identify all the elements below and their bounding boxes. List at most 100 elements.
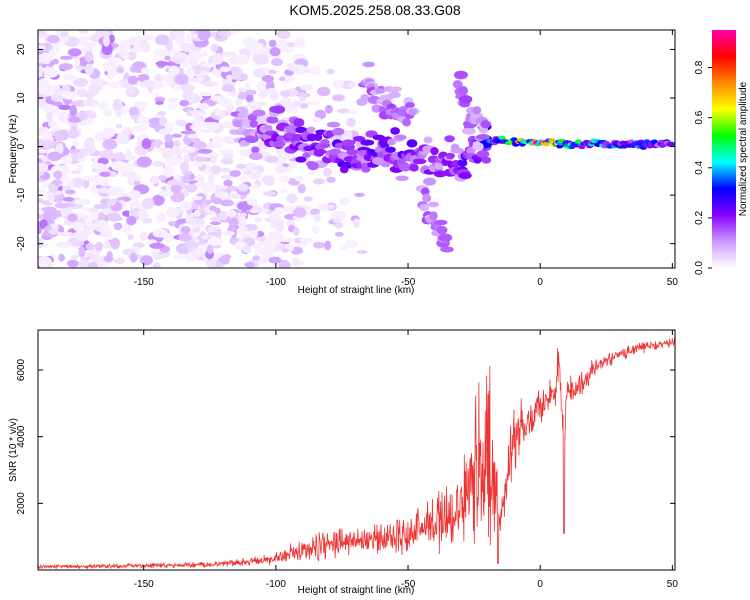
spectrogram-cell-781 <box>85 242 95 251</box>
spectrogram-cell-716 <box>94 241 104 251</box>
spectrogram-cell-1092 <box>239 233 251 238</box>
spectrogram-cell-833 <box>207 231 218 237</box>
spectrogram-cell-666 <box>73 58 81 67</box>
spectrogram-cell-1103 <box>185 241 200 250</box>
spectrogram-cell-882 <box>58 231 74 237</box>
spectrogram-cell-1008 <box>311 226 320 234</box>
spectrogram-cell-897 <box>174 30 185 38</box>
spectrogram-cell-895 <box>278 38 287 48</box>
spectrogram-cell-1299 <box>427 155 438 164</box>
spectrogram-cell-1015 <box>332 218 341 224</box>
spectrogram-cell-815 <box>165 207 180 219</box>
spectrogram-cell-1260 <box>387 138 396 146</box>
spectrogram-cell-775 <box>62 35 69 44</box>
spectrogram-x-tick-label-4: 50 <box>667 277 679 288</box>
spectrogram-cell-503 <box>152 161 165 167</box>
spectrogram-cell-678 <box>286 62 299 72</box>
spectrogram-y-tick-label-2: 0 <box>16 143 27 149</box>
spectrogram-cell-1032 <box>314 109 327 120</box>
spectrogram-cell-560 <box>94 131 104 142</box>
spectrogram-cell-140 <box>152 194 165 206</box>
spectrogram-cell-17 <box>267 69 278 75</box>
spectrogram-cell-720 <box>38 162 48 173</box>
spectrogram-cell-863 <box>175 35 186 46</box>
spectrogram-cell-803 <box>41 206 57 213</box>
spectrogram-cell-796 <box>154 147 169 153</box>
spectrogram-cell-1261 <box>385 146 396 153</box>
spectrogram-cell-1274 <box>399 163 412 172</box>
spectrogram-cell-1244 <box>367 148 376 155</box>
spectrogram-cell-705 <box>131 197 139 205</box>
spectrogram-cell-337 <box>71 139 79 146</box>
spectrogram-cell-1593 <box>422 193 432 203</box>
spectrogram-cell-577 <box>136 209 149 221</box>
spectrogram-cell-1533 <box>374 88 386 94</box>
spectrogram-cell-1029 <box>274 206 285 212</box>
spectrogram-cell-517 <box>162 165 174 178</box>
spectrogram-cell-987 <box>190 109 204 119</box>
snr-x-tick-label-1: -100 <box>266 579 286 590</box>
spectrogram-cell-887 <box>223 179 233 187</box>
spectrogram-cell-881 <box>121 128 131 137</box>
spectrogram-cell-654 <box>182 62 189 68</box>
spectrogram-cell-829 <box>133 36 142 42</box>
spectrogram-cell-89 <box>171 133 183 138</box>
spectrogram-cell-1139 <box>248 152 263 161</box>
spectrogram-cell-1109 <box>250 102 258 108</box>
spectrogram-cell-558 <box>228 185 239 192</box>
spectrogram-cell-868 <box>84 51 94 63</box>
spectrogram-cell-267 <box>133 124 148 132</box>
spectrogram-cell-1090 <box>211 135 224 145</box>
spectrogram-cell-1007 <box>262 191 277 196</box>
colorbar-tick-label-0: 0.0 <box>694 261 705 275</box>
spectrogram-cell-778 <box>78 246 86 258</box>
spectrogram-cell-634 <box>72 177 84 188</box>
spectrogram-cell-1073 <box>191 161 204 167</box>
spectrogram-cell-580 <box>136 156 152 168</box>
spectrogram-cell-822 <box>38 97 45 108</box>
snr-y-tick-label-2: 6000 <box>16 358 27 381</box>
spectrogram-cell-844 <box>44 139 52 149</box>
spectrogram-cell-742 <box>128 189 142 200</box>
spectrogram-cell-1545 <box>388 91 401 99</box>
spectrogram-x-tick-label-2: -50 <box>401 277 416 288</box>
spectrogram-cell-1043 <box>221 84 235 92</box>
spectrogram-cell-964 <box>215 228 222 239</box>
spectrogram-cell-1118 <box>220 199 234 207</box>
spectrogram-cell-287 <box>244 262 255 268</box>
snr-frame <box>37 329 676 571</box>
spectrogram-cell-624 <box>167 179 183 187</box>
spectrogram-cell-752 <box>293 37 306 48</box>
spectrogram-cell-750 <box>141 218 153 224</box>
spectrogram-cell-359 <box>291 257 300 267</box>
spectrogram-cell-1081 <box>264 155 279 163</box>
spectrogram-cell-891 <box>180 146 196 154</box>
spectrogram-y-ticks: -20 -10 0 10 20 <box>16 43 675 251</box>
spectrogram-cell-828 <box>151 248 159 258</box>
spectrogram-cell-338 <box>89 76 105 86</box>
spectrogram-cell-1178 <box>293 118 305 128</box>
spectrogram-cell-1098 <box>198 102 210 111</box>
spectrogram-cell-740 <box>38 237 45 249</box>
spectrogram-cell-648 <box>224 137 237 144</box>
spectrogram-cell-1231 <box>352 135 366 142</box>
spectrogram-cell-290 <box>140 67 150 75</box>
colorbar-tick-label-1: 0.2 <box>694 211 705 225</box>
spectrogram-cell-996 <box>280 97 292 105</box>
spectrogram-cell-758 <box>119 39 131 52</box>
spectrogram-cell-550 <box>75 198 91 206</box>
spectrogram-cell-819 <box>103 255 113 263</box>
spectrogram-cell-1606 <box>436 225 448 235</box>
spectrogram-cell-1159 <box>272 105 286 114</box>
spectrogram-cell-632 <box>55 143 64 155</box>
spectrogram-cell-772 <box>41 156 48 163</box>
spectrogram-cell-1013 <box>266 87 278 95</box>
colorbar-tick-label-3: 0.6 <box>694 110 705 124</box>
spectrogram-cell-831 <box>59 55 73 61</box>
spectrogram-cell-534 <box>258 91 269 98</box>
spectrogram-cell-1515 <box>668 141 675 147</box>
spectrogram-cell-470 <box>256 81 265 93</box>
spectrogram-cell-1152 <box>266 116 279 124</box>
spectrogram-cell-811 <box>152 92 160 97</box>
spectrogram-x-tick-label-0: -150 <box>134 277 154 288</box>
